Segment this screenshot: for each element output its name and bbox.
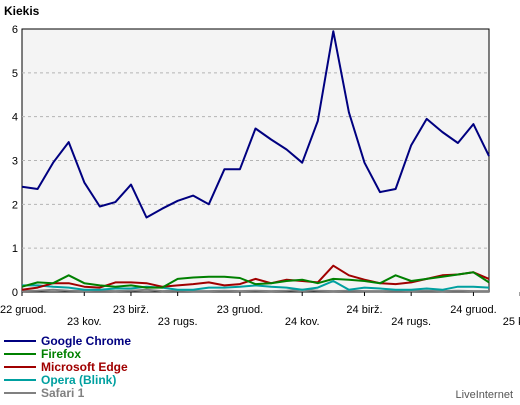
y-axis-label: Kiekis <box>4 4 40 18</box>
x-tick-label: 23 rugs. <box>158 316 198 328</box>
legend-label: Safari 1 <box>41 386 85 400</box>
y-tick-label: 1 <box>12 243 18 255</box>
x-tick-label: 24 kov. <box>285 316 320 328</box>
x-tick-label: 23 birž. <box>113 304 149 316</box>
x-tick-label: 23 kov. <box>67 316 102 328</box>
plot-background <box>21 28 490 293</box>
x-tick-label: 24 birž. <box>346 304 382 316</box>
legend-label: Google Chrome <box>41 334 131 348</box>
series-line-google-chrome <box>21 30 490 219</box>
x-tick-labels: 22 gruod. 23 kov. 23 birž. 23 rugs. 23 gruod… <box>0 292 520 328</box>
legend-label: Firefox <box>41 347 81 361</box>
series-line-microsoft-edge <box>21 264 490 291</box>
legend-label: Microsoft Edge <box>41 360 128 374</box>
x-tick-label: 22 gruod. <box>0 304 46 316</box>
x-tick-label: 25 kov. <box>503 316 520 328</box>
y-tick-label: 6 <box>12 24 18 36</box>
y-tick-label: 5 <box>12 68 18 80</box>
y-tick-label: 0 <box>12 287 18 299</box>
x-tick-label: 23 gruod. <box>217 304 263 316</box>
y-tick-label: 2 <box>12 199 18 211</box>
x-tick-label: 24 rugs. <box>391 316 431 328</box>
y-tick-label: 4 <box>12 112 18 124</box>
series-line-opera-blink <box>22 280 490 291</box>
brand-label: LiveInternet <box>456 389 513 401</box>
legend-label: Opera (Blink) <box>41 373 116 387</box>
y-tick-label: 3 <box>12 156 18 168</box>
series-line-firefox <box>21 271 490 289</box>
series-lines <box>21 30 490 293</box>
x-tick-label: 24 gruod. <box>450 304 496 316</box>
y-tick-labels: 0 1 2 3 4 5 6 <box>12 24 18 299</box>
